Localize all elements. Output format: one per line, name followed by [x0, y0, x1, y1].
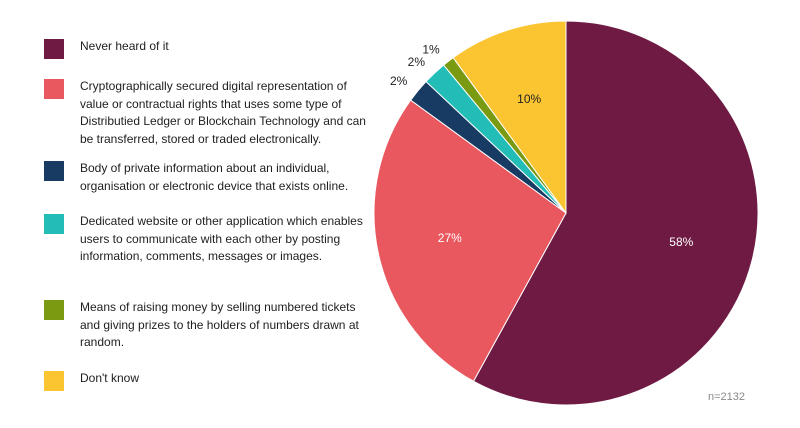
legend-label-private-info: Body of private information about an ind… [80, 161, 349, 193]
slice-label-cryptoasset: 27% [438, 231, 462, 245]
legend-swatch-lottery [44, 300, 64, 320]
legend-swatch-cryptoasset [44, 79, 64, 99]
slice-label-lottery: 1% [422, 42, 440, 56]
legend-label-lottery: Means of raising money by selling number… [80, 300, 359, 349]
slice-label-private-info: 2% [390, 74, 408, 88]
legend-label-never-heard: Never heard of it [80, 39, 169, 53]
slice-label-dont-know: 10% [517, 92, 541, 106]
legend-swatch-never-heard [44, 39, 64, 59]
legend-label-dont-know: Don't know [80, 371, 139, 385]
sample-size-note: n=2132 [708, 391, 746, 403]
chart-legend: Never heard of it Cryptographically secu… [44, 0, 374, 428]
slice-label-social-app: 2% [408, 55, 426, 69]
pie-slice-cryptoasset [373, 99, 567, 382]
legend-swatch-dont-know [44, 371, 64, 391]
pie-slices [373, 20, 759, 406]
legend-label-cryptoasset: Cryptographically secured digital repres… [80, 79, 366, 146]
slice-label-never-heard: 58% [669, 235, 693, 249]
pie-slice-never-heard [472, 20, 759, 406]
legend-swatch-private-info [44, 161, 64, 181]
pie-slice-labels: 58%27%2%2%1%10% [390, 42, 694, 248]
legend-swatch-social-app [44, 214, 64, 234]
legend-label-social-app: Dedicated website or other application w… [80, 214, 363, 263]
pie-slice-dont-know [452, 20, 567, 215]
